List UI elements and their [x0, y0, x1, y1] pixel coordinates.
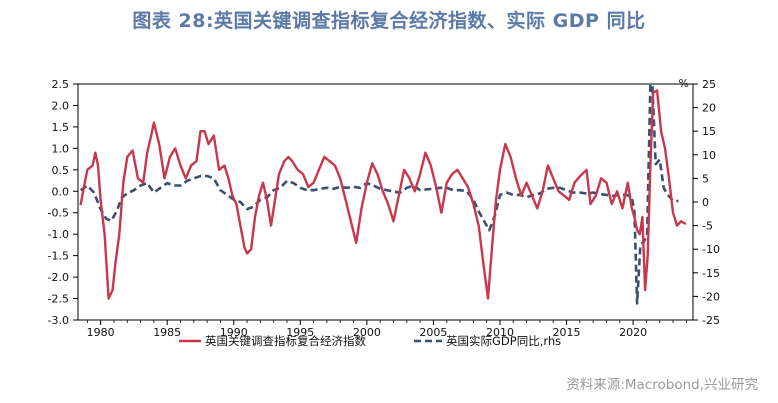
- y2-tick-label: -5: [702, 220, 713, 233]
- y-tick-label: 1.5: [52, 121, 70, 134]
- legend-label-gdp: 英国实际GDP同比,rhs: [446, 334, 561, 348]
- y2-tick-label: 0: [702, 196, 709, 209]
- y2-tick-label: 15: [702, 125, 716, 138]
- x-tick-label: 1980: [87, 326, 115, 339]
- y2-tick-label: 10: [702, 149, 716, 162]
- y2-tick-label: -15: [702, 267, 720, 280]
- y-tick-label: 0.0: [52, 185, 70, 198]
- x-tick-label: 2015: [553, 326, 581, 339]
- y-tick-label: 1.0: [52, 142, 70, 155]
- y-tick-label: 2.0: [52, 99, 70, 112]
- y-tick-label: -1.5: [48, 250, 69, 263]
- y2-tick-label: 25: [702, 78, 716, 91]
- chart-axes: 2.5 2.0 1.5 1.0 0.5 0.0 -0.5 -1.0 -1.5 -2.0 -2.5 -3…: [48, 77, 720, 339]
- y2-unit-label: %: [679, 77, 689, 90]
- legend: 英国关键调查指标复合经济指数 英国实际GDP同比,rhs: [179, 334, 561, 348]
- series-composite-line: [79, 89, 687, 300]
- plot-frame: [77, 83, 694, 321]
- source-note: 资料来源:Macrobond,兴业研究: [566, 377, 758, 393]
- y-tick-label: -0.5: [48, 207, 69, 220]
- chart-title: 图表 28:英国关键调查指标复合经济指数、实际 GDP 同比: [132, 10, 646, 32]
- x-tick-label: 2000: [353, 326, 381, 339]
- y2-tick-label: -10: [702, 243, 720, 256]
- y2-tick-label: 5: [702, 172, 709, 185]
- x-tick-label: 1985: [153, 326, 181, 339]
- x-tick-label: 1990: [220, 326, 248, 339]
- x-tick-label: 2005: [419, 326, 447, 339]
- x-tick-label: 2020: [619, 326, 647, 339]
- y-tick-label: -2.5: [48, 293, 69, 306]
- x-tick-label: 1995: [286, 326, 314, 339]
- y2-tick-label: -20: [702, 290, 720, 303]
- y-tick-label: 2.5: [52, 78, 70, 91]
- y-tick-label: -1.0: [48, 228, 69, 241]
- y2-tick-label: -25: [702, 314, 720, 327]
- y-tick-label: -2.0: [48, 271, 69, 284]
- legend-label-composite: 英国关键调查指标复合经济指数: [205, 334, 366, 348]
- x-tick-label: 2010: [486, 326, 514, 339]
- y2-tick-label: 20: [702, 102, 716, 115]
- y-tick-label: -3.0: [48, 314, 69, 327]
- series-composite-group: [79, 89, 687, 300]
- y-tick-label: 0.5: [52, 164, 70, 177]
